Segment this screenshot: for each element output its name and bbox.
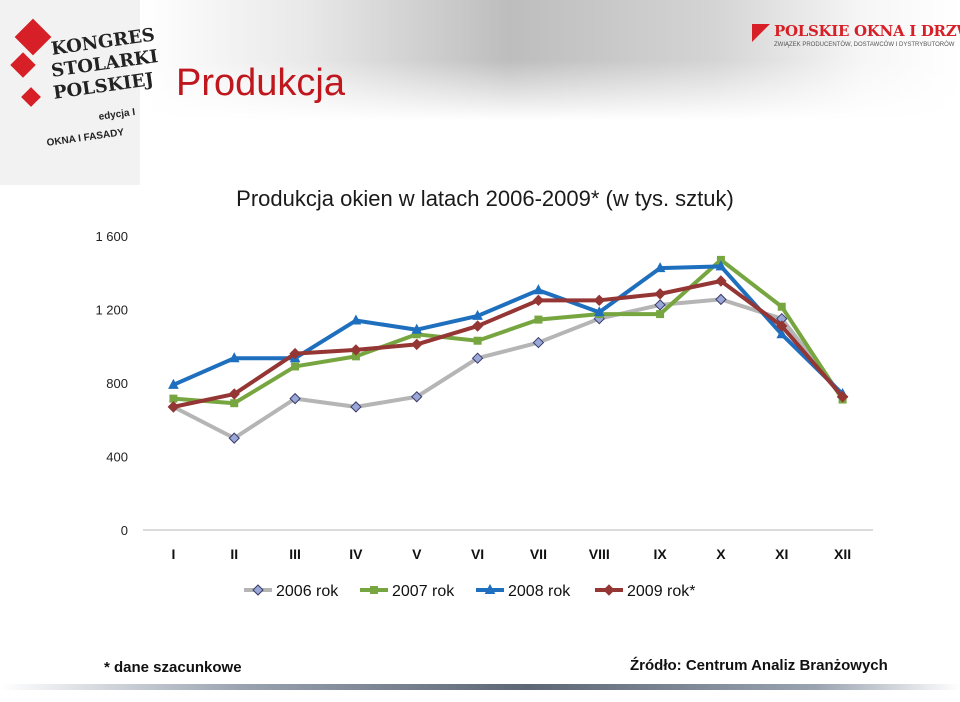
source-note: Źródło: Centrum Analiz Branżowych <box>630 657 888 674</box>
x-tick-label: II <box>230 546 238 562</box>
y-tick-label: 1 600 <box>95 229 128 244</box>
data-point <box>230 399 239 408</box>
logo-tagline: ZWIĄZEK PRODUCENTÓW, DOSTAWCÓW I DYSTRYB… <box>774 42 955 48</box>
data-point <box>228 352 240 363</box>
y-tick-label: 0 <box>121 523 128 538</box>
data-point <box>715 293 727 306</box>
legend-marker <box>484 583 496 594</box>
x-tick-label: X <box>716 546 726 562</box>
series-4 <box>167 275 849 413</box>
chart-title: Produkcja okien w latach 2006-2009* (w t… <box>236 186 734 211</box>
series-line <box>171 279 845 409</box>
series-line <box>171 297 845 441</box>
polskie-okna-logo: POLSKIE OKNA I DRZWI ZWIĄZEK PRODUCENTÓW… <box>752 22 960 54</box>
data-point <box>715 260 727 271</box>
data-point <box>593 306 605 317</box>
footnote-estimated: * dane szacunkowe <box>104 659 242 676</box>
x-tick-label: VI <box>471 546 484 562</box>
data-point <box>532 294 545 307</box>
legend-marker <box>603 584 615 596</box>
series-line <box>171 257 845 406</box>
legend-label: 2006 rok <box>276 583 339 600</box>
y-tick-label: 800 <box>106 376 128 391</box>
data-point <box>411 391 423 403</box>
x-tick-label: IV <box>349 546 363 562</box>
data-point <box>471 320 484 332</box>
data-point <box>472 309 483 320</box>
legend-label: 2008 rok <box>508 583 571 600</box>
data-point <box>350 344 362 356</box>
data-point <box>654 299 666 311</box>
data-point <box>776 328 788 339</box>
data-point <box>533 284 544 295</box>
data-point <box>656 310 665 319</box>
x-tick-label: VII <box>530 546 547 562</box>
data-point <box>715 275 727 287</box>
x-tick-label: IX <box>653 546 667 562</box>
legend-label: 2009 rok* <box>627 583 696 600</box>
x-tick-label: XII <box>834 546 851 562</box>
x-tick-label: I <box>171 546 175 562</box>
data-point <box>350 314 362 325</box>
data-point <box>169 394 178 403</box>
logo-red-flag-icon <box>752 24 770 42</box>
logo-brand: POLSKIE OKNA I DRZWI <box>774 22 960 40</box>
data-point <box>350 401 362 413</box>
data-point <box>534 315 543 324</box>
data-point <box>291 362 300 371</box>
data-point <box>836 391 849 403</box>
x-tick-label: XI <box>775 546 788 562</box>
data-point <box>473 336 482 345</box>
data-point <box>776 320 788 332</box>
data-point <box>654 262 666 273</box>
y-tick-label: 400 <box>106 450 128 465</box>
data-point <box>532 336 545 349</box>
data-point <box>228 388 240 400</box>
x-tick-label: VIII <box>589 546 610 562</box>
legend-label: 2007 rok <box>392 583 455 600</box>
y-tick-label: 1 200 <box>95 303 128 318</box>
data-point <box>228 432 240 444</box>
kongres-logo: KONGRES STOLARKI POLSKIEJ edycja I OKNA … <box>0 0 159 185</box>
data-point <box>168 378 179 389</box>
data-point <box>471 352 484 364</box>
data-point <box>167 401 180 413</box>
bottom-decor-bar <box>0 684 960 690</box>
data-point <box>593 294 605 307</box>
data-point <box>411 338 423 351</box>
data-point <box>289 347 301 360</box>
legend-marker <box>370 586 378 594</box>
x-tick-label: III <box>289 546 301 562</box>
data-point <box>289 392 301 405</box>
series-2 <box>169 255 847 408</box>
legend-marker <box>252 584 264 596</box>
data-point <box>777 302 786 311</box>
x-tick-label: V <box>412 546 422 562</box>
data-point <box>654 288 666 300</box>
slide-title: Produkcja <box>176 62 345 104</box>
header-photo-band <box>140 0 960 120</box>
data-point <box>411 323 423 334</box>
